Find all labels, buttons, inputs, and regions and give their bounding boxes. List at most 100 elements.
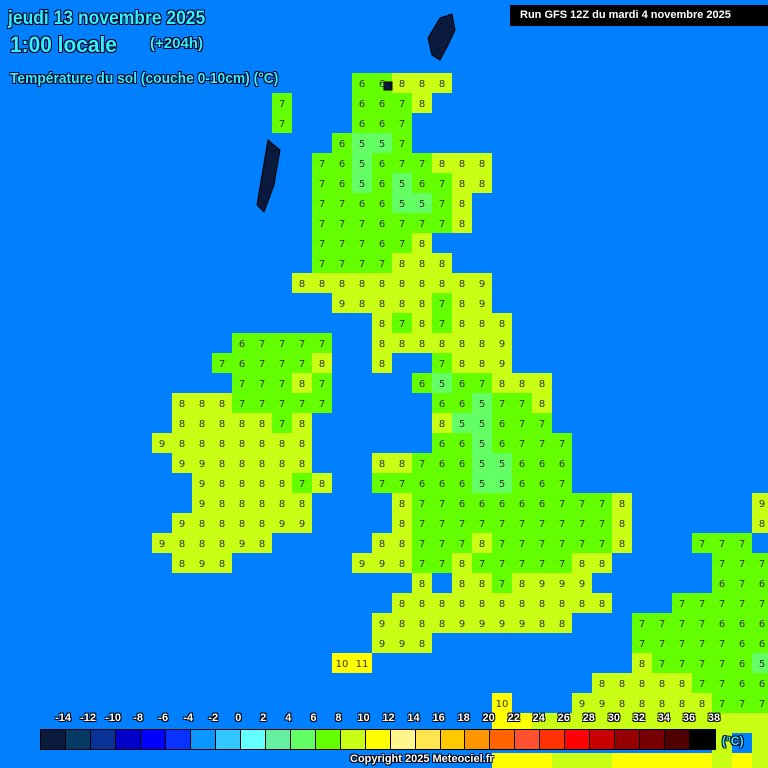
land-cell xyxy=(752,753,768,768)
land-cell xyxy=(532,613,552,633)
grid-value: 9 xyxy=(479,619,485,630)
land-cell xyxy=(412,573,432,593)
land-cell xyxy=(492,333,512,353)
model-run-banner: Run GFS 12Z du mardi 4 novembre 2025 xyxy=(510,5,768,26)
land-cell xyxy=(392,293,412,313)
grid-value: 8 xyxy=(379,359,385,370)
land-cell xyxy=(472,593,492,613)
grid-value: 6 xyxy=(379,79,385,90)
land-cell xyxy=(352,553,372,573)
legend-swatch xyxy=(190,730,216,749)
legend-label: -10 xyxy=(105,712,122,724)
land-cell xyxy=(692,533,712,553)
grid-value: 8 xyxy=(399,559,405,570)
land-cell xyxy=(492,373,512,393)
land-cell xyxy=(292,353,312,373)
land-cell xyxy=(532,573,552,593)
land-cell xyxy=(692,653,712,673)
land-cell xyxy=(632,713,652,733)
land-cell xyxy=(572,493,592,513)
forecast-time: 1:00 locale xyxy=(10,32,117,57)
land-cell xyxy=(172,393,192,413)
land-cell xyxy=(652,673,672,693)
land-cell xyxy=(432,293,452,313)
grid-value: 6 xyxy=(419,479,425,490)
grid-value: 9 xyxy=(479,279,485,290)
grid-value: 6 xyxy=(379,179,385,190)
land-cell xyxy=(452,273,472,293)
legend-label: 26 xyxy=(557,712,570,724)
grid-value: 6 xyxy=(739,639,745,650)
land-cell xyxy=(512,453,532,473)
grid-value: 8 xyxy=(179,419,185,430)
land-cell xyxy=(412,73,432,93)
land-cell xyxy=(592,513,612,533)
land-cell xyxy=(192,433,212,453)
grid-value: 7 xyxy=(359,239,365,250)
land-cell xyxy=(412,173,432,193)
land-cell xyxy=(572,693,592,713)
grid-value: 5 xyxy=(379,139,385,150)
land-cell xyxy=(352,293,372,313)
land-cell xyxy=(352,233,372,253)
land-cell xyxy=(452,553,472,573)
legend-label: 36 xyxy=(682,712,696,724)
grid-value: 5 xyxy=(359,139,365,150)
land-cell xyxy=(452,593,472,613)
grid-value: 7 xyxy=(279,339,285,350)
land-cell xyxy=(452,213,472,233)
grid-value: 8 xyxy=(479,359,485,370)
grid-value: 7 xyxy=(519,439,525,450)
color-scale-legend xyxy=(40,729,716,750)
grid-value: 8 xyxy=(259,439,265,450)
land-cell xyxy=(472,273,492,293)
land-cell xyxy=(292,393,312,413)
grid-value: 8 xyxy=(199,419,205,430)
grid-value: 6 xyxy=(439,479,445,490)
grid-value: 7 xyxy=(559,479,565,490)
grid-value: 8 xyxy=(539,379,545,390)
grid-value: 7 xyxy=(679,599,685,610)
grid-value: 8 xyxy=(299,279,305,290)
land-cell xyxy=(192,493,212,513)
grid-value: 6 xyxy=(239,339,245,350)
grid-value: 8 xyxy=(219,459,225,470)
grid-value: 7 xyxy=(659,659,665,670)
grid-value: 7 xyxy=(699,619,705,630)
grid-value: 8 xyxy=(319,279,325,290)
land-cell xyxy=(732,613,752,633)
land-cell xyxy=(172,533,192,553)
land-cell xyxy=(452,613,472,633)
land-cell xyxy=(372,273,392,293)
land-cell xyxy=(292,373,312,393)
land-cell xyxy=(732,533,752,553)
grid-value: 8 xyxy=(639,699,645,710)
grid-value: 8 xyxy=(199,519,205,530)
land-cell xyxy=(752,673,768,693)
land-cell xyxy=(232,533,252,553)
grid-value: 7 xyxy=(599,519,605,530)
land-cell xyxy=(572,593,592,613)
legend-label: -14 xyxy=(55,712,71,724)
land-cell xyxy=(392,613,412,633)
grid-value: 9 xyxy=(499,359,505,370)
grid-value: 8 xyxy=(499,319,505,330)
grid-value: 7 xyxy=(319,179,325,190)
land-cell xyxy=(732,753,752,768)
land-cell xyxy=(312,333,332,353)
land-cell xyxy=(312,273,332,293)
land-cell xyxy=(492,553,512,573)
land-cell xyxy=(432,533,452,553)
grid-value: 8 xyxy=(259,419,265,430)
legend-swatch xyxy=(41,730,66,749)
land-cell xyxy=(732,553,752,573)
grid-value: 9 xyxy=(499,339,505,350)
land-cell xyxy=(412,453,432,473)
grid-value: 6 xyxy=(339,179,345,190)
grid-value: 6 xyxy=(239,359,245,370)
land-cell xyxy=(292,453,312,473)
grid-value: 8 xyxy=(439,419,445,430)
grid-value: 7 xyxy=(639,619,645,630)
legend-swatch xyxy=(390,730,416,749)
